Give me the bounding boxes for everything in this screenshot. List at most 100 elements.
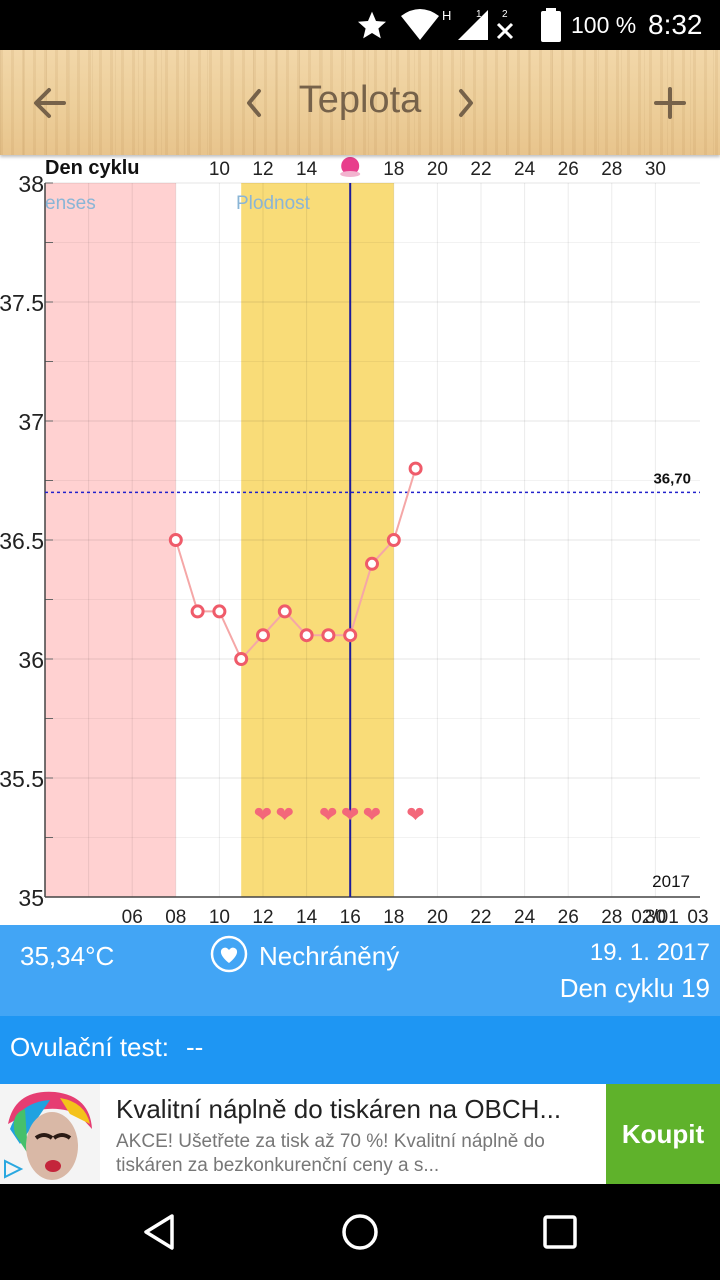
y-tick-label: 36 bbox=[18, 647, 44, 673]
nav-home-icon bbox=[342, 1214, 378, 1250]
y-tick-label: 36.5 bbox=[0, 528, 44, 554]
heart-icon: ❤ bbox=[363, 803, 381, 828]
top-tick-label: 20 bbox=[427, 159, 448, 180]
top-tick-label: 18 bbox=[383, 159, 404, 180]
ad-choices-icon[interactable] bbox=[2, 1158, 24, 1180]
network-type-label: H bbox=[442, 8, 452, 23]
top-tick-label: 28 bbox=[601, 159, 622, 180]
heart-icon: ❤ bbox=[319, 803, 337, 828]
status-bar: H 1 2 100 % 8:32 bbox=[0, 0, 720, 50]
ovulation-test-label: Ovulační test: bbox=[10, 1032, 169, 1062]
year-label: 2017 bbox=[652, 872, 690, 891]
nav-back-button[interactable] bbox=[120, 1202, 200, 1262]
bottom-tick-label: 20 bbox=[427, 907, 448, 925]
temperature-point bbox=[386, 533, 401, 547]
heart-icon: ❤ bbox=[406, 803, 424, 828]
signal-icon bbox=[458, 10, 488, 40]
temperature-point bbox=[408, 461, 423, 476]
temperature-point bbox=[212, 604, 227, 619]
bottom-tick-label: 12 bbox=[252, 907, 273, 925]
ad-description-1: AKCE! Ušetřete za tisk až 70 %! Kvalitní… bbox=[116, 1131, 545, 1152]
bottom-tick-label: 10 bbox=[209, 907, 230, 925]
top-tick-label: 10 bbox=[209, 159, 230, 180]
nav-home-button[interactable] bbox=[320, 1202, 400, 1262]
cycle-day-label: Den cyklu 19 bbox=[559, 973, 710, 1003]
ovulation-test-bar[interactable]: Ovulační test: -- bbox=[0, 1016, 720, 1084]
temperature-point bbox=[321, 628, 336, 643]
bottom-tick-label: 18 bbox=[383, 907, 404, 925]
back-arrow-icon bbox=[34, 87, 66, 118]
back-button[interactable] bbox=[18, 50, 82, 155]
sim2-label: 2 bbox=[502, 9, 508, 20]
top-axis-label: Den cyklu bbox=[45, 157, 139, 179]
ad-buy-button-label: Koupit bbox=[621, 1118, 705, 1149]
y-tick-label: 37 bbox=[18, 409, 44, 435]
menses-band bbox=[45, 183, 176, 897]
battery-percent: 100 % bbox=[571, 12, 637, 38]
top-tick-label: 22 bbox=[470, 159, 491, 180]
bottom-tick-label: 16 bbox=[340, 907, 361, 925]
page-title: Teplota bbox=[298, 79, 422, 121]
fertile-label: Plodnost bbox=[236, 193, 311, 214]
bottom-tick-label: 26 bbox=[558, 907, 579, 925]
heart-icon: ❤ bbox=[254, 803, 272, 828]
bottom-tick-label: 03 bbox=[687, 907, 708, 925]
bottom-tick-label: 02/01 bbox=[631, 907, 679, 925]
chart-svg: 38 37.5 37 36.5 36 35.5 35 Den cyklu 10 12 14 18 20 2… bbox=[0, 157, 709, 925]
temperature-point bbox=[343, 628, 358, 643]
bottom-tick-label: 22 bbox=[470, 907, 491, 925]
signal-x-icon bbox=[496, 22, 514, 40]
temperature-value: 35,34°C bbox=[20, 941, 115, 971]
heart-icon: ❤ bbox=[276, 803, 294, 828]
nav-back-icon bbox=[144, 1214, 174, 1250]
ad-description-2: tiskáren za bezkonkurenční ceny a s... bbox=[116, 1155, 440, 1176]
ovulation-marker-shadow bbox=[340, 171, 361, 177]
ad-banner[interactable]: Kvalitní náplně do tiskáren na OBCH... A… bbox=[0, 1084, 720, 1184]
app-toolbar: Teplota bbox=[0, 50, 720, 155]
wifi-icon bbox=[401, 9, 439, 40]
prev-chevron-icon bbox=[247, 88, 261, 117]
temperature-point bbox=[256, 628, 270, 643]
fertile-band bbox=[241, 183, 394, 897]
ad-image bbox=[0, 1084, 100, 1184]
bottom-tick-label: 28 bbox=[601, 907, 622, 925]
system-navbar bbox=[0, 1184, 720, 1280]
ad-buy-button[interactable]: Koupit bbox=[606, 1084, 720, 1184]
prev-period-button[interactable] bbox=[232, 50, 276, 155]
ovulation-marker bbox=[341, 157, 360, 175]
top-tick-label: 26 bbox=[558, 159, 579, 180]
top-tick-label: 24 bbox=[514, 159, 536, 180]
temperature-point bbox=[190, 604, 205, 619]
nav-recents-button[interactable] bbox=[520, 1202, 600, 1262]
temperature-point bbox=[299, 628, 314, 643]
day-info-panel[interactable]: 35,34°C Nechráněný 19. 1. 2017 Den cyklu… bbox=[0, 925, 720, 1016]
top-tick-label: 12 bbox=[252, 159, 273, 180]
heart-circle-icon bbox=[210, 935, 248, 973]
y-tick-label: 37.5 bbox=[0, 290, 44, 316]
add-button[interactable] bbox=[640, 50, 700, 155]
temperature-chart[interactable]: 38 37.5 37 36.5 36 35.5 35 Den cyklu 10 12 14 18 20 2… bbox=[0, 155, 720, 925]
selected-date: 19. 1. 2017 bbox=[589, 939, 710, 966]
star-icon bbox=[358, 11, 386, 39]
heart-icon: ❤ bbox=[341, 803, 359, 828]
next-period-button[interactable] bbox=[444, 50, 488, 155]
ad-title: Kvalitní náplně do tiskáren na OBCH... bbox=[116, 1094, 562, 1124]
protection-status: Nechráněný bbox=[259, 941, 400, 971]
next-chevron-icon bbox=[459, 88, 473, 117]
coverline-label: 36,70 bbox=[653, 470, 691, 487]
bottom-tick-label: 14 bbox=[296, 907, 318, 925]
menses-label: enses bbox=[45, 193, 96, 214]
bottom-tick-label: 24 bbox=[514, 907, 536, 925]
temperature-point bbox=[168, 533, 183, 547]
bottom-tick-label: 08 bbox=[165, 907, 186, 925]
y-tick-label: 35.5 bbox=[0, 766, 44, 792]
bottom-tick-label: 06 bbox=[122, 907, 143, 925]
top-tick-label: 30 bbox=[645, 159, 666, 180]
ovulation-test-value: -- bbox=[186, 1032, 204, 1062]
battery-icon bbox=[541, 8, 561, 42]
bottom-tick-label: 30 bbox=[645, 907, 666, 925]
temperature-point bbox=[365, 556, 379, 571]
clock: 8:32 bbox=[648, 9, 703, 40]
nav-recents-icon bbox=[543, 1215, 577, 1249]
temperature-point bbox=[277, 604, 292, 619]
